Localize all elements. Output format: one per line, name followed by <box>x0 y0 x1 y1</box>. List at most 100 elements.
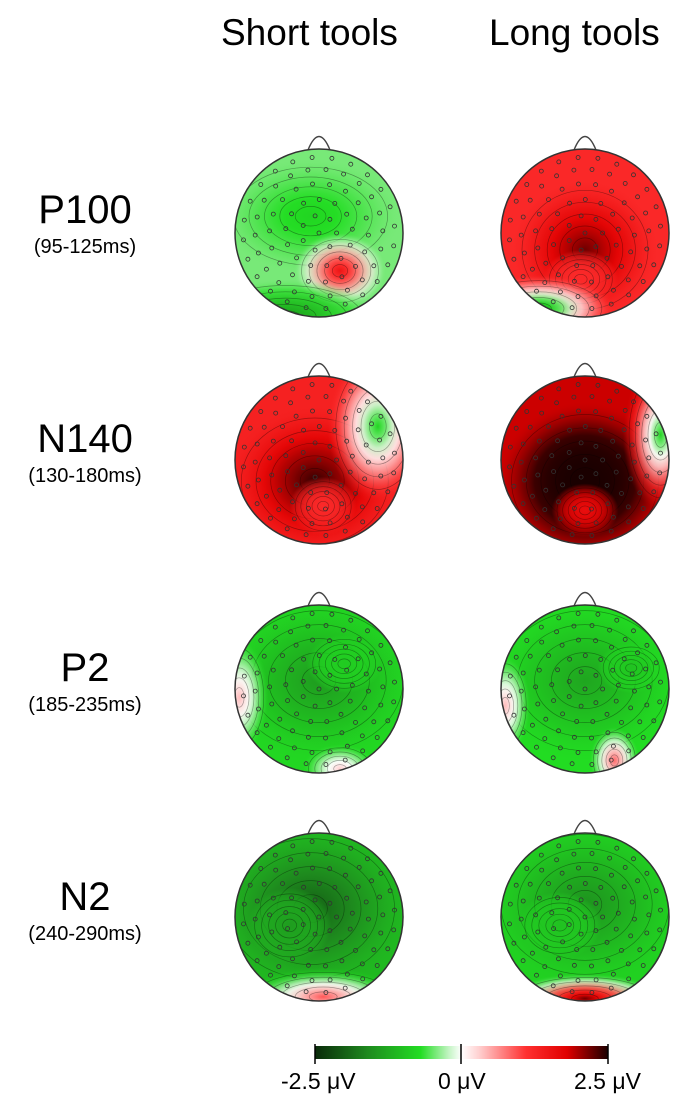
electrode-marker <box>323 506 328 512</box>
electrode-marker <box>520 274 526 280</box>
electrode-marker <box>609 644 614 650</box>
electrode-marker <box>258 182 264 187</box>
electrode-marker <box>391 470 397 476</box>
electrode-marker <box>582 653 588 658</box>
electrode-marker <box>316 457 322 463</box>
electrode-marker <box>530 950 535 956</box>
electrode-marker <box>582 424 588 429</box>
electrode-marker <box>323 306 329 311</box>
electrode-marker <box>289 211 295 217</box>
electrode-marker <box>550 983 556 989</box>
electrode-marker <box>600 457 605 463</box>
electrode-marker <box>615 910 621 916</box>
electrode-marker <box>263 722 269 728</box>
electrode-marker <box>520 441 526 447</box>
electrode-marker <box>555 667 560 673</box>
electrode-marker <box>546 424 551 430</box>
electrode-marker <box>589 851 595 856</box>
electrode-marker <box>316 197 322 202</box>
electrode-marker <box>323 851 329 856</box>
electrode-marker <box>324 490 330 496</box>
electrode-marker <box>640 279 646 284</box>
column-header-short-tools: Short tools <box>221 12 398 53</box>
electrode-marker <box>575 839 581 844</box>
row-name: P100 <box>38 188 132 232</box>
electrode-marker <box>593 293 599 299</box>
electrode-marker <box>377 210 383 216</box>
electrode-marker <box>300 465 306 471</box>
electrode-marker <box>569 989 575 995</box>
contour-line <box>602 646 660 690</box>
electrode-marker <box>247 198 253 204</box>
electrode-marker <box>310 637 315 643</box>
electrode-marker <box>309 521 315 526</box>
electrode-marker <box>542 507 548 513</box>
electrode-marker <box>387 204 393 210</box>
electrode-marker <box>569 761 575 767</box>
contour-line <box>308 991 338 1001</box>
electrode-marker <box>507 693 512 699</box>
electrode-marker <box>593 182 598 188</box>
electrode-marker <box>527 653 533 659</box>
electrode-marker <box>625 504 631 510</box>
electrode-marker <box>378 930 384 936</box>
electrode-marker <box>653 204 659 210</box>
electrode-marker <box>578 669 584 675</box>
electrode-marker <box>258 409 264 414</box>
electrode-marker <box>590 719 596 724</box>
electrode-marker <box>341 627 347 633</box>
electrode-marker <box>353 490 358 496</box>
electrode-marker <box>569 305 575 311</box>
electrode-marker <box>323 735 328 741</box>
electrode-marker <box>338 939 344 945</box>
electrode-marker <box>391 243 397 249</box>
electrode-marker <box>329 839 335 845</box>
electrode-marker <box>595 611 601 617</box>
electrode-marker <box>524 182 530 187</box>
electrode-marker <box>252 916 258 922</box>
electrode-marker <box>327 638 333 644</box>
electrode-marker <box>582 881 588 886</box>
electrode-marker <box>348 617 354 623</box>
electrode-marker <box>380 912 386 918</box>
electrode-marker <box>575 611 581 616</box>
electrode-marker <box>574 263 580 268</box>
electrode-marker <box>658 907 663 913</box>
electrode-marker <box>578 474 584 480</box>
electrode-marker <box>344 287 350 293</box>
electrode-marker <box>534 972 539 978</box>
electrode-marker <box>566 922 572 927</box>
electrode-marker <box>558 289 563 295</box>
contour-line <box>324 257 356 284</box>
electrode-marker <box>607 398 612 404</box>
electrode-marker <box>270 667 276 673</box>
electrode-marker <box>607 171 612 177</box>
electrode-marker <box>518 459 524 465</box>
electrode-marker <box>576 637 581 643</box>
electrode-marker <box>600 686 605 692</box>
electrode-marker <box>651 946 657 952</box>
electrode-marker <box>342 301 348 307</box>
electrode-marker <box>614 388 620 394</box>
electrode-marker <box>604 255 610 261</box>
electrode-marker <box>530 266 535 272</box>
electrode-marker <box>571 394 577 400</box>
electrode-marker <box>392 907 397 913</box>
electrode-marker <box>640 506 646 511</box>
electrode-marker <box>593 638 598 644</box>
electrode-marker <box>657 470 663 476</box>
electrode-marker <box>277 944 283 950</box>
potential-region <box>235 638 269 757</box>
electrode-marker <box>329 611 335 617</box>
electrode-marker <box>327 672 333 678</box>
electrode-marker <box>657 699 663 705</box>
electrode-marker <box>344 211 350 217</box>
electrode-marker <box>378 642 384 648</box>
electrode-marker <box>316 914 322 920</box>
electrode-marker <box>608 985 614 991</box>
potential-region <box>597 642 665 694</box>
electrode-marker <box>288 857 294 863</box>
electrode-marker <box>391 927 397 933</box>
electrode-marker <box>635 194 640 200</box>
electrode-marker <box>635 650 640 656</box>
